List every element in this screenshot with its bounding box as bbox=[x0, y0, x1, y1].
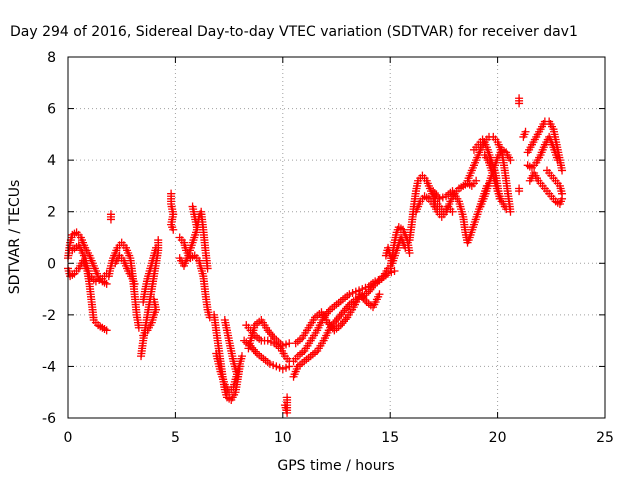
data-point bbox=[506, 156, 515, 165]
x-tick-label: 15 bbox=[381, 430, 399, 446]
data-point bbox=[553, 156, 562, 165]
y-tick-label: 2 bbox=[47, 205, 56, 221]
data-point bbox=[102, 279, 111, 288]
x-tick-label: 25 bbox=[596, 430, 614, 446]
x-tick-label: 10 bbox=[274, 430, 292, 446]
y-tick-label: 0 bbox=[47, 256, 56, 272]
data-point bbox=[106, 215, 115, 224]
chart-title: Day 294 of 2016, Sidereal Day-to-day VTE… bbox=[10, 24, 578, 40]
data-point bbox=[283, 393, 292, 402]
x-tick-label: 5 bbox=[171, 430, 180, 446]
data-point bbox=[502, 205, 511, 214]
data-point bbox=[251, 347, 260, 356]
data-point bbox=[369, 281, 378, 290]
data-point bbox=[169, 225, 178, 234]
data-points bbox=[64, 94, 567, 417]
data-point bbox=[192, 223, 201, 232]
data-point bbox=[390, 267, 399, 276]
data-point bbox=[506, 207, 515, 216]
y-tick-label: -6 bbox=[42, 411, 56, 427]
data-point bbox=[360, 296, 369, 305]
data-point bbox=[154, 236, 163, 245]
y-tick-label: 4 bbox=[47, 153, 56, 169]
data-point bbox=[233, 372, 242, 381]
data-point bbox=[341, 315, 350, 324]
data-point bbox=[268, 332, 277, 341]
y-tick-label: -2 bbox=[42, 308, 56, 324]
x-axis-label: GPS time / hours bbox=[277, 458, 394, 474]
plot-frame bbox=[67, 56, 606, 419]
data-point bbox=[465, 180, 474, 189]
x-tick-label: 0 bbox=[64, 430, 73, 446]
data-point bbox=[285, 362, 294, 371]
data-point bbox=[401, 243, 410, 252]
data-point bbox=[152, 243, 161, 252]
data-point bbox=[558, 189, 567, 198]
data-point bbox=[558, 166, 567, 175]
y-tick-label: 8 bbox=[47, 50, 56, 66]
grid-lines bbox=[68, 57, 605, 418]
y-tick-label: 6 bbox=[47, 102, 56, 118]
x-tick-label: 20 bbox=[489, 430, 507, 446]
data-point bbox=[203, 264, 212, 273]
data-point bbox=[149, 295, 158, 304]
data-point bbox=[472, 176, 481, 185]
y-tick-label: -4 bbox=[42, 359, 56, 375]
data-point bbox=[422, 193, 431, 202]
data-point bbox=[237, 352, 246, 361]
axis-ticks: 0 5 10 15 20 25 -6 -4 -2 0 2 4 6 8 bbox=[42, 50, 614, 446]
data-point bbox=[130, 279, 139, 288]
data-point bbox=[515, 184, 524, 193]
data-point bbox=[324, 307, 333, 316]
y-axis-label: SDTVAR / TECUs bbox=[7, 180, 23, 295]
data-point bbox=[521, 127, 530, 136]
data-point bbox=[525, 162, 534, 171]
data-point bbox=[405, 248, 414, 257]
data-point bbox=[102, 326, 111, 335]
data-point bbox=[375, 290, 384, 299]
data-point bbox=[515, 99, 524, 108]
